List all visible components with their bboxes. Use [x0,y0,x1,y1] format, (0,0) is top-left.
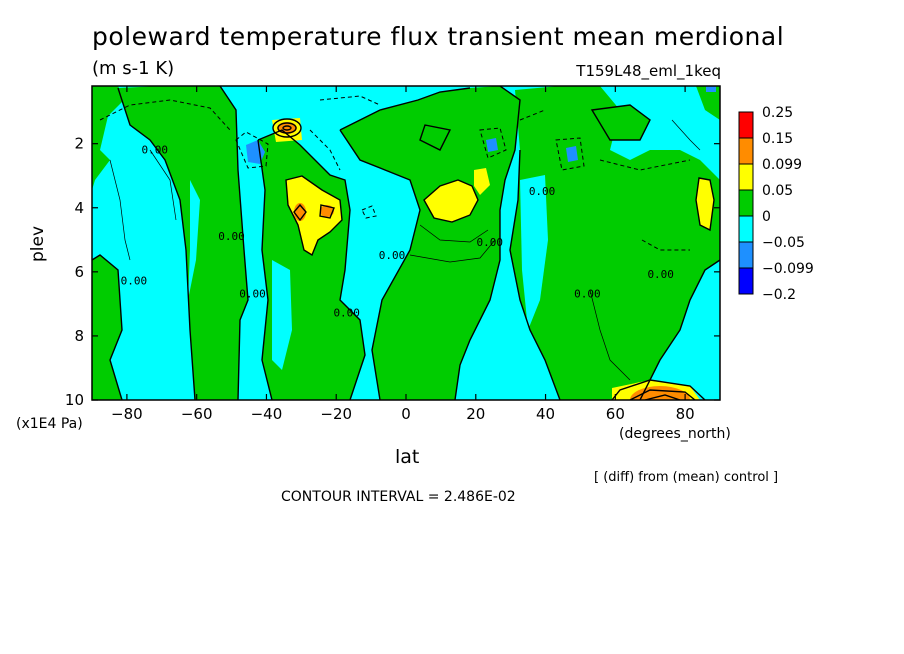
contour-labels: 0.00 0.00 0.00 0.00 0.00 0.00 0.00 0.00 0.00 0.00 [121,143,674,319]
colorbar-label: 0.05 [762,183,793,199]
contour-label: 0.00 [647,268,674,281]
x-tick-label: 0 [401,405,411,423]
contour-label: 0.00 [529,185,556,198]
plot-area [92,86,720,400]
y-tick-label: 2 [74,135,84,153]
y-axis-unit: (x1E4 Pa) [16,416,83,432]
y-tick-label: 6 [74,263,84,281]
contour-label: 0.00 [121,275,148,288]
x-tick-label: −40 [251,405,283,423]
x-axis-ticks: −80 −60 −40 −20 0 20 40 60 80 [111,86,695,423]
negative-channels [188,175,548,370]
contour-label: 0.00 [218,230,245,243]
colorbar-label: 0.25 [762,105,793,121]
x-tick-label: 20 [466,405,485,423]
chart-units: (m s-1 K) [92,58,175,79]
experiment-name: T159L48_eml_1keq [576,62,721,80]
y-tick-label: 8 [74,327,84,345]
diff-note: [ (diff) from (mean) control ] [594,470,779,485]
x-tick-label: 80 [676,405,695,423]
colorbar-label: −0.05 [762,235,805,251]
contour-interval: CONTOUR INTERVAL = 2.486E-02 [281,489,516,505]
contour-label: 0.00 [574,287,601,300]
colorbar-swatch [738,163,754,191]
colorbar: 0.25 0.15 0.099 0.05 0 −0.05 −0.099 −0.2 [738,105,814,303]
x-axis-unit: (degrees_north) [619,426,731,442]
contour-label: 0.00 [476,236,503,249]
contour-label: 0.00 [142,143,169,156]
contour-lines [92,86,720,400]
x-tick-label: 40 [536,405,555,423]
chart-title: poleward temperature flux transient mean… [92,22,785,51]
dashed-contour-lines [99,95,691,251]
colorbar-label: −0.099 [762,261,814,277]
colorbar-swatch [738,241,754,269]
contour-label: 0.00 [379,249,406,262]
colorbar-swatch [738,215,754,243]
y-tick-label: 4 [74,199,84,217]
x-tick-label: 60 [606,405,625,423]
x-tick-label: −80 [111,405,143,423]
contour-label: 0.00 [239,287,266,300]
colorbar-label: 0.15 [762,131,793,147]
colorbar-swatch [738,267,754,295]
x-axis-label: lat [395,446,420,468]
colorbar-label: 0 [762,209,771,225]
x-tick-label: −60 [181,405,213,423]
positive-regions [92,86,720,400]
colorbar-label: 0.099 [762,157,802,173]
colorbar-swatch [738,137,754,165]
y-axis-ticks: 2 4 6 8 10 [65,135,720,409]
y-axis-label: plev [28,225,48,262]
colorbar-swatch [738,111,754,139]
x-tick-label: −20 [320,405,352,423]
y-tick-label: 10 [65,391,84,409]
thin-contour-lines [109,119,701,381]
colorbar-label: −0.2 [762,287,796,303]
colorbar-swatch [738,189,754,217]
contour-label: 0.00 [333,307,360,320]
